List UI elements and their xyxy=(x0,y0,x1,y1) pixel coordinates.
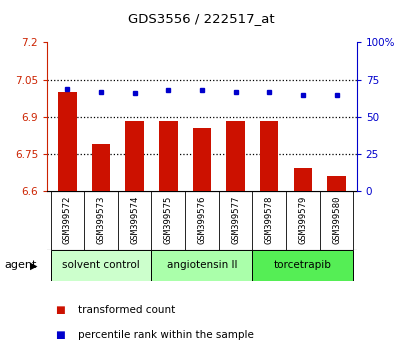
Bar xyxy=(125,121,144,191)
Bar xyxy=(326,176,345,191)
Text: percentile rank within the sample: percentile rank within the sample xyxy=(78,330,253,339)
Text: GSM399573: GSM399573 xyxy=(96,196,105,244)
Text: ▶: ▶ xyxy=(30,261,37,270)
Text: GSM399575: GSM399575 xyxy=(163,196,172,244)
Bar xyxy=(252,250,353,281)
Bar xyxy=(226,121,244,191)
Text: GSM399576: GSM399576 xyxy=(197,196,206,244)
Bar xyxy=(50,250,151,281)
Text: agent: agent xyxy=(4,261,36,270)
Text: GSM399574: GSM399574 xyxy=(130,196,139,244)
Bar xyxy=(259,121,278,191)
Text: GDS3556 / 222517_at: GDS3556 / 222517_at xyxy=(127,12,274,25)
Text: solvent control: solvent control xyxy=(62,261,139,270)
Text: ■: ■ xyxy=(55,305,65,315)
Text: GSM399577: GSM399577 xyxy=(231,196,240,244)
Bar xyxy=(293,167,311,191)
Text: GSM399572: GSM399572 xyxy=(63,196,72,244)
Text: GSM399579: GSM399579 xyxy=(298,196,307,244)
Text: transformed count: transformed count xyxy=(78,305,175,315)
Text: torcetrapib: torcetrapib xyxy=(273,261,331,270)
Text: GSM399580: GSM399580 xyxy=(331,196,340,244)
Bar xyxy=(92,144,110,191)
Text: GSM399578: GSM399578 xyxy=(264,196,273,244)
Bar xyxy=(159,121,177,191)
Text: ■: ■ xyxy=(55,330,65,339)
Bar xyxy=(58,92,76,191)
Bar xyxy=(151,250,252,281)
Text: angiotensin II: angiotensin II xyxy=(166,261,236,270)
Bar xyxy=(192,128,211,191)
